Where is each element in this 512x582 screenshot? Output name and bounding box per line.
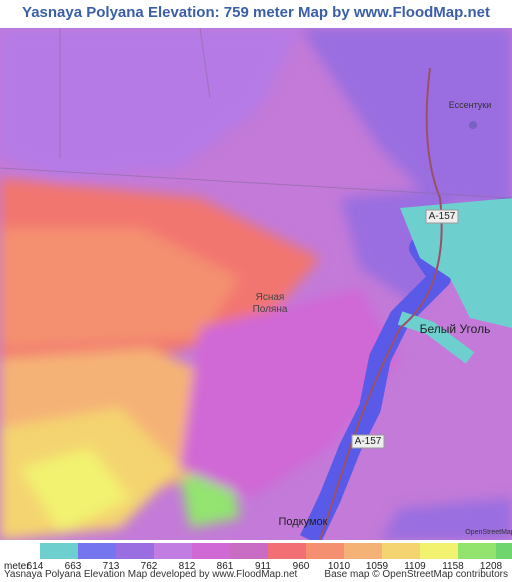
legend-label: 1010: [328, 561, 351, 570]
legend-swatch: [192, 543, 230, 559]
place-label: Белый Уголь: [420, 322, 491, 336]
legend-label: 1109: [404, 561, 426, 570]
legend-swatch: [154, 543, 192, 559]
legend-label: 663: [65, 561, 82, 570]
place-label: Ессентуки: [449, 100, 492, 110]
footer-credit: Yasnaya Polyana Elevation Map developed …: [4, 569, 298, 580]
legend-label: 960: [293, 561, 310, 570]
minor-road: [0, 28, 512, 199]
place-label: OpenStreetMap: [465, 529, 512, 536]
road-shield: [425, 209, 459, 224]
legend-label: 713: [103, 561, 120, 570]
legend-label: 614: [27, 561, 44, 570]
road-shield: [351, 434, 385, 449]
legend-swatch: [458, 543, 496, 559]
legend-label: 911: [255, 561, 271, 570]
place-label: А-157: [355, 436, 382, 447]
legend-swatch: [40, 543, 78, 559]
legend-swatch: [496, 543, 512, 559]
legend-label: 1059: [366, 561, 389, 570]
airport-icon: [469, 121, 477, 129]
legend-unit: meter: [4, 561, 30, 570]
legend-label: 1158: [442, 561, 464, 570]
place-label: Подкумок: [278, 516, 327, 528]
town-area: [400, 198, 512, 328]
legend-label: 812: [179, 561, 196, 570]
footer-attribution: Base map © OpenStreetMap contributors: [324, 569, 508, 580]
legend-swatch: [420, 543, 458, 559]
legend-label: 1208: [480, 561, 503, 570]
place-label: Поляна: [253, 304, 288, 315]
legend-swatch: [344, 543, 382, 559]
legend-swatch: [306, 543, 344, 559]
place-label: А-157: [429, 211, 456, 222]
town-area: [397, 311, 475, 364]
legend-swatch: [78, 543, 116, 559]
legend-label: 762: [141, 561, 158, 570]
legend-swatch: [268, 543, 306, 559]
legend-swatch: [116, 543, 154, 559]
legend-swatch: [230, 543, 268, 559]
road: [319, 67, 443, 540]
legend-swatch: [382, 543, 420, 559]
place-label: Ясная: [256, 292, 285, 303]
page-title: Yasnaya Polyana Elevation: 759 meter Map…: [22, 4, 490, 47]
legend-label: 861: [217, 561, 234, 570]
